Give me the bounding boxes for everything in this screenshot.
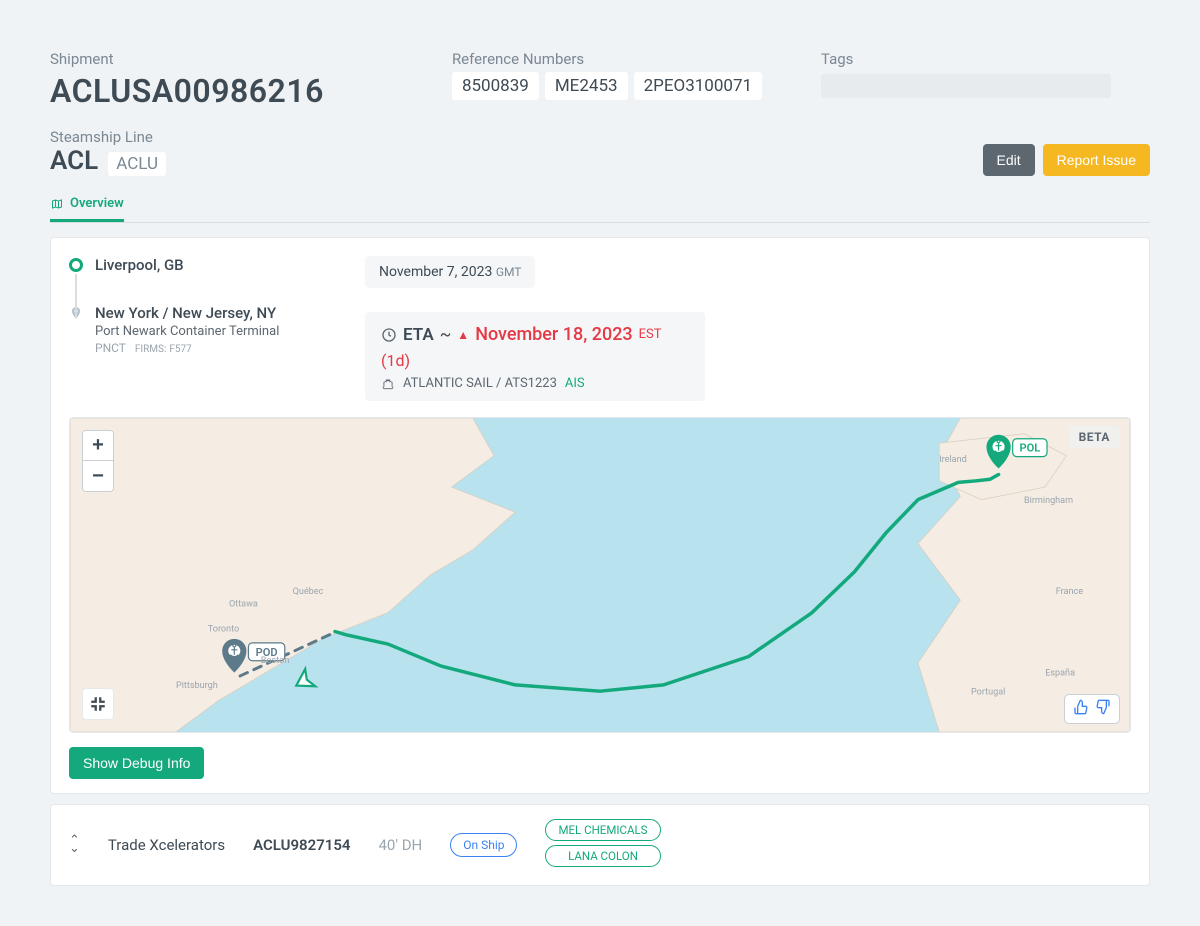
eta-delta: (1d) xyxy=(381,351,410,370)
dest-code: PNCT xyxy=(95,341,126,355)
ais-link[interactable]: AIS xyxy=(565,376,585,391)
vessel-name: ATLANTIC SAIL / ATS1223 xyxy=(403,376,557,391)
firms-code: F577 xyxy=(169,344,191,355)
svg-text:France: France xyxy=(1056,587,1084,597)
tags-input[interactable] xyxy=(821,74,1111,98)
ref-badge: 2PEO3100071 xyxy=(634,72,763,100)
steamship-code: ACLU xyxy=(108,152,166,176)
dest-terminal: Port Newark Container Terminal xyxy=(95,324,279,339)
expand-icon[interactable]: ⌃⌄ xyxy=(69,837,80,853)
svg-text:Québec: Québec xyxy=(293,587,324,597)
svg-text:Birmingham: Birmingham xyxy=(1024,496,1073,506)
thumbs-up-icon[interactable] xyxy=(1073,699,1089,719)
ref-badges: 8500839 ME2453 2PEO3100071 xyxy=(452,72,781,100)
zoom-out-button[interactable]: − xyxy=(83,461,113,491)
svg-text:POL: POL xyxy=(1019,442,1040,455)
container-company: Trade Xcelerators xyxy=(108,836,225,854)
clock-icon xyxy=(381,327,397,343)
dest-name: New York / New Jersey, NY xyxy=(95,304,279,322)
svg-text:España: España xyxy=(1045,668,1075,679)
container-status: On Ship xyxy=(450,833,517,857)
eta-tilde: ~ xyxy=(440,325,452,345)
ref-badge: ME2453 xyxy=(545,72,628,100)
tags-label: Tags xyxy=(821,50,1150,68)
beta-badge: BETA xyxy=(1069,426,1120,448)
tab-overview[interactable]: Overview xyxy=(50,188,124,222)
origin-dot-icon xyxy=(69,258,83,272)
ship-icon xyxy=(381,377,395,391)
shipment-map[interactable]: POLPODIrelandBirminghamFranceEspañaPortu… xyxy=(69,417,1131,733)
caret-up-icon: ▲ xyxy=(457,328,469,342)
shipment-id: ACLUSA00986216 xyxy=(50,72,412,110)
svg-text:Boston: Boston xyxy=(261,656,290,666)
ref-label: Reference Numbers xyxy=(452,50,781,68)
eta-date: November 18, 2023 xyxy=(475,324,632,345)
route-panel: Liverpool, GB New York / New Jersey, NY … xyxy=(50,237,1150,794)
steamship-label: Steamship Line xyxy=(50,128,166,146)
container-number: ACLU9827154 xyxy=(253,836,350,854)
svg-text:Toronto: Toronto xyxy=(208,625,239,635)
zoom-in-button[interactable]: + xyxy=(83,431,113,461)
container-size: 40' DH xyxy=(378,836,422,854)
svg-text:Ireland: Ireland xyxy=(939,455,967,465)
container-tag: MEL CHEMICALS xyxy=(545,819,660,841)
ref-badge: 8500839 xyxy=(452,72,539,100)
svg-text:Portugal: Portugal xyxy=(971,687,1005,697)
map-icon xyxy=(50,198,64,210)
fullscreen-button[interactable] xyxy=(82,688,114,720)
report-issue-button[interactable]: Report Issue xyxy=(1043,144,1150,176)
thumbs-down-icon[interactable] xyxy=(1095,699,1111,719)
eta-tz: EST xyxy=(639,327,662,342)
show-debug-button[interactable]: Show Debug Info xyxy=(69,747,204,779)
svg-text:Pittsburgh: Pittsburgh xyxy=(176,681,218,691)
contract-icon xyxy=(89,695,107,713)
zoom-control: + − xyxy=(82,430,114,492)
edit-button[interactable]: Edit xyxy=(983,144,1035,176)
container-row: ⌃⌄ Trade Xcelerators ACLU9827154 40' DH … xyxy=(50,804,1150,886)
feedback-thumbs xyxy=(1064,694,1120,724)
origin-name: Liverpool, GB xyxy=(95,256,184,274)
origin-date: November 7, 2023 GMT xyxy=(365,256,535,288)
tabs: Overview xyxy=(50,188,1150,223)
steamship-name: ACL xyxy=(50,146,98,176)
firms-label: FIRMS: xyxy=(135,344,167,355)
eta-box: ETA ~ ▲ November 18, 2023 EST (1d) ATLAN… xyxy=(365,312,705,401)
container-tag: LANA COLON xyxy=(545,845,660,867)
svg-text:Ottawa: Ottawa xyxy=(229,599,258,609)
shipment-label: Shipment xyxy=(50,50,412,68)
tab-overview-label: Overview xyxy=(70,196,124,211)
eta-label: ETA xyxy=(403,325,434,345)
